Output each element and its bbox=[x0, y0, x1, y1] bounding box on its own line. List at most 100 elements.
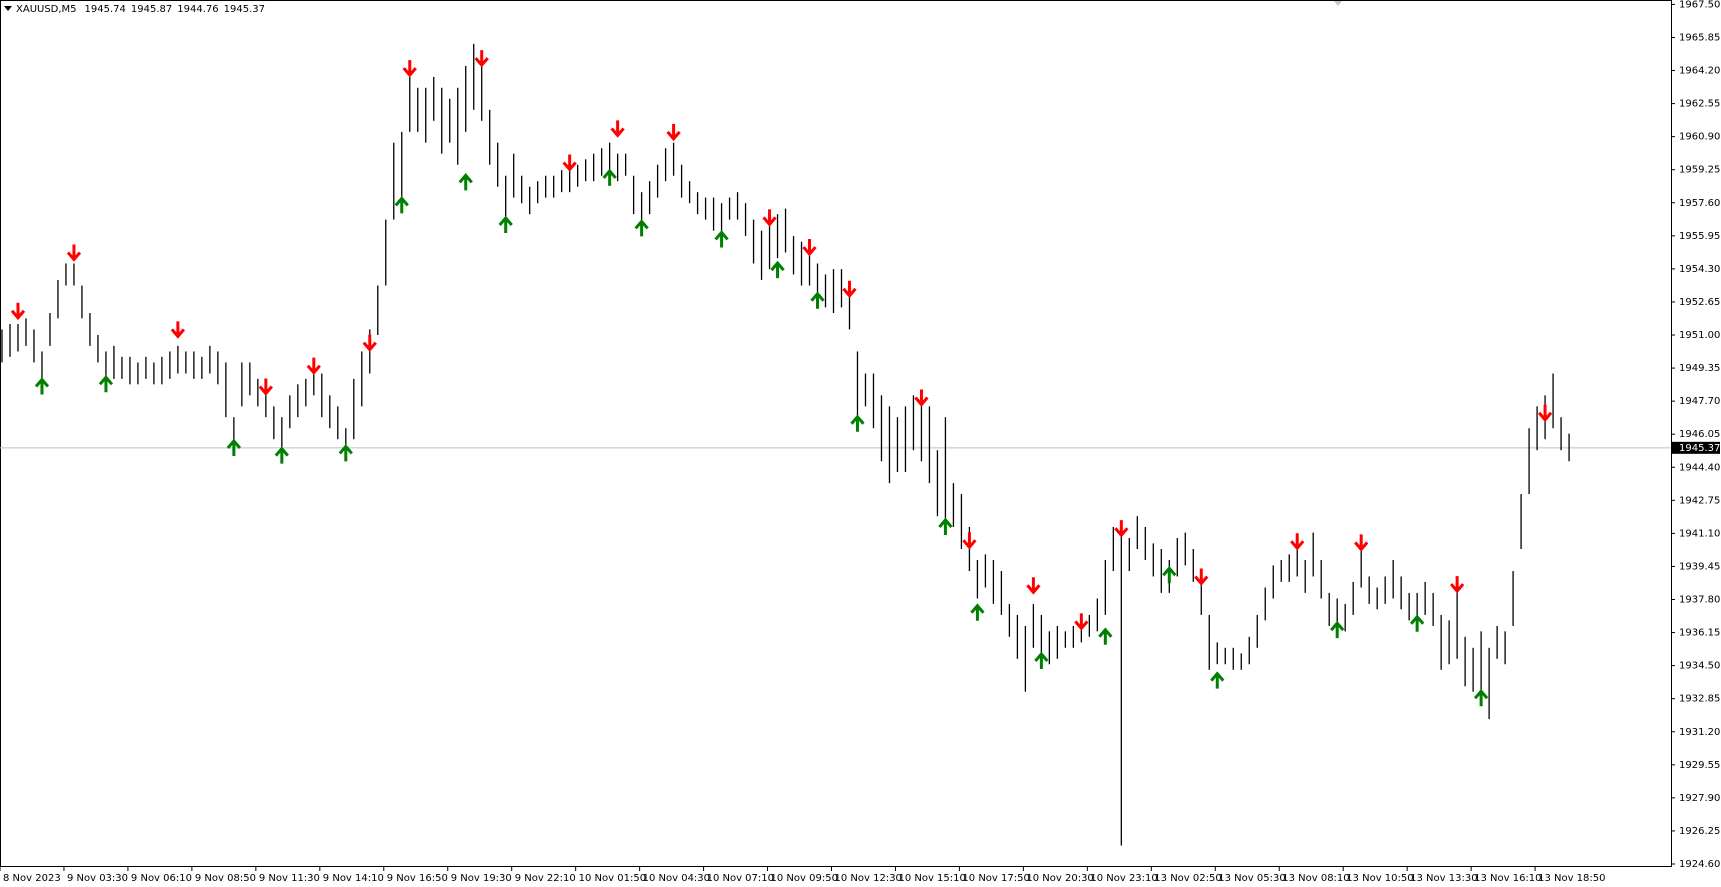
x-tick-label: 9 Nov 14:10 bbox=[323, 873, 384, 884]
x-tick-label: 13 Nov 08:10 bbox=[1282, 873, 1349, 884]
x-tick-label: 13 Nov 18:50 bbox=[1538, 873, 1605, 884]
buy-arrow bbox=[226, 438, 241, 457]
sell-arrow bbox=[66, 244, 82, 262]
x-tick-label: 13 Nov 16:10 bbox=[1474, 873, 1541, 884]
y-tick-label: 1959.25 bbox=[1679, 165, 1720, 176]
price-label-box bbox=[1672, 441, 1720, 454]
buy-arrow bbox=[850, 414, 865, 432]
buy-arrow bbox=[634, 219, 649, 237]
sell-arrow bbox=[962, 532, 977, 550]
x-tick-label: 9 Nov 06:10 bbox=[131, 873, 192, 884]
sell-arrow bbox=[762, 209, 777, 227]
y-tick-label: 1967.50 bbox=[1679, 0, 1720, 10]
y-tick-label: 1951.00 bbox=[1679, 330, 1720, 341]
buy-arrow bbox=[1410, 614, 1425, 632]
y-tick-label: 1942.75 bbox=[1679, 495, 1720, 506]
buy-arrow bbox=[274, 446, 289, 464]
x-tick-label: 13 Nov 05:30 bbox=[1218, 873, 1285, 884]
sell-arrow bbox=[474, 50, 489, 68]
y-tick-label: 1937.80 bbox=[1679, 595, 1720, 606]
sell-arrow bbox=[362, 334, 377, 352]
y-tick-label: 1936.15 bbox=[1679, 628, 1720, 639]
sell-arrow bbox=[562, 154, 577, 172]
x-tick-label: 10 Nov 15:10 bbox=[898, 873, 965, 884]
x-tick-label: 10 Nov 09:50 bbox=[771, 873, 838, 884]
buy-arrow bbox=[34, 377, 50, 395]
buy-arrow bbox=[970, 603, 985, 621]
sell-arrow bbox=[1194, 568, 1209, 586]
y-tick-label: 1962.55 bbox=[1679, 99, 1720, 110]
y-tick-label: 1932.85 bbox=[1679, 694, 1720, 705]
y-tick-label: 1952.65 bbox=[1679, 297, 1720, 308]
y-tick-label: 1926.25 bbox=[1679, 826, 1720, 837]
y-tick-label: 1949.35 bbox=[1679, 363, 1720, 374]
y-tick-label: 1944.40 bbox=[1679, 462, 1720, 473]
sell-arrow bbox=[610, 120, 625, 138]
buy-arrow bbox=[458, 173, 473, 191]
header-value: 1945.87 bbox=[131, 4, 172, 15]
y-tick-label: 1924.60 bbox=[1679, 859, 1720, 870]
x-tick-label: 10 Nov 12:30 bbox=[835, 873, 902, 884]
y-tick-label: 1941.10 bbox=[1679, 528, 1720, 539]
buy-arrow bbox=[1330, 620, 1345, 639]
buy-arrow bbox=[1098, 627, 1113, 645]
x-tick-label: 10 Nov 04:30 bbox=[643, 873, 710, 884]
sell-arrow bbox=[1114, 520, 1129, 538]
sell-arrow bbox=[914, 389, 929, 407]
buy-arrow bbox=[394, 196, 409, 214]
shift-marker bbox=[1334, 1, 1342, 6]
sell-arrow bbox=[170, 321, 186, 339]
buy-arrow bbox=[602, 168, 617, 186]
x-tick-label: 9 Nov 19:30 bbox=[451, 873, 512, 884]
symbol: XAUUSD,M5 bbox=[16, 4, 77, 15]
buy-arrow bbox=[338, 444, 353, 462]
y-tick-label: 1939.45 bbox=[1679, 561, 1720, 572]
y-tick-label: 1954.30 bbox=[1679, 264, 1720, 275]
y-tick-label: 1957.60 bbox=[1679, 198, 1720, 209]
header-value: 1944.76 bbox=[177, 4, 218, 15]
buy-arrow bbox=[714, 230, 729, 248]
sell-arrow bbox=[802, 239, 817, 257]
y-tick-label: 1955.95 bbox=[1679, 231, 1720, 242]
y-tick-label: 1934.50 bbox=[1679, 661, 1720, 672]
sell-arrow bbox=[1026, 577, 1041, 595]
buy-arrow bbox=[1162, 565, 1177, 584]
buy-arrow bbox=[810, 291, 825, 309]
plot-frame bbox=[0, 0, 1672, 867]
chart-menu-triangle[interactable] bbox=[4, 6, 12, 11]
buy-arrow bbox=[1473, 688, 1489, 707]
sell-arrow bbox=[306, 357, 321, 375]
sell-arrow bbox=[1290, 533, 1305, 551]
sell-arrow bbox=[1537, 404, 1553, 423]
y-tick-label: 1947.70 bbox=[1679, 396, 1720, 407]
x-tick-label: 13 Nov 10:50 bbox=[1346, 873, 1413, 884]
y-tick-label: 1929.55 bbox=[1679, 760, 1720, 771]
sell-arrow bbox=[1074, 613, 1089, 631]
buy-arrow bbox=[1210, 671, 1225, 689]
y-tick-label: 1931.20 bbox=[1679, 727, 1720, 738]
x-tick-label: 10 Nov 20:30 bbox=[1026, 873, 1093, 884]
buy-arrow bbox=[1034, 651, 1049, 670]
x-tick-label: 13 Nov 13:30 bbox=[1410, 873, 1477, 884]
x-tick-label: 10 Nov 07:10 bbox=[707, 873, 774, 884]
x-tick-label: 10 Nov 01:50 bbox=[579, 873, 646, 884]
sell-arrow bbox=[842, 280, 857, 299]
x-tick-label: 9 Nov 11:30 bbox=[259, 873, 320, 884]
y-tick-label: 1927.90 bbox=[1679, 793, 1720, 804]
buy-arrow bbox=[770, 260, 785, 279]
sell-arrow bbox=[10, 302, 26, 321]
buy-arrow bbox=[98, 375, 114, 393]
sell-arrow bbox=[1354, 534, 1369, 552]
x-tick-label: 10 Nov 17:50 bbox=[962, 873, 1029, 884]
buy-arrow bbox=[938, 517, 953, 535]
x-tick-label: 8 Nov 2023 bbox=[3, 873, 61, 884]
price-label: 1945.37 bbox=[1679, 443, 1720, 454]
x-tick-label: 9 Nov 16:50 bbox=[387, 873, 448, 884]
header-value: 1945.74 bbox=[85, 4, 126, 15]
x-tick-label: 9 Nov 22:10 bbox=[515, 873, 576, 884]
header-value: 1945.37 bbox=[224, 4, 265, 15]
y-tick-label: 1960.90 bbox=[1679, 132, 1720, 143]
x-tick-label: 9 Nov 08:50 bbox=[195, 873, 256, 884]
